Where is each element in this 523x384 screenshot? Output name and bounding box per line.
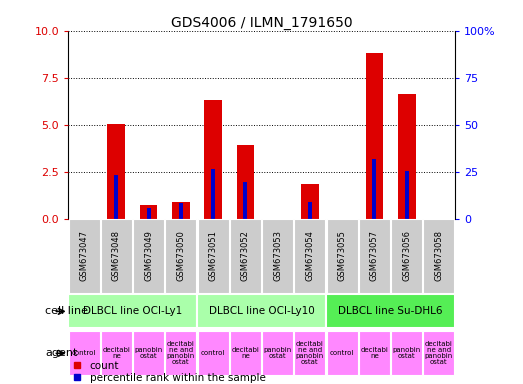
FancyBboxPatch shape <box>424 219 454 293</box>
FancyBboxPatch shape <box>359 331 390 376</box>
Text: GSM673051: GSM673051 <box>209 230 218 281</box>
Legend: count, percentile rank within the sample: count, percentile rank within the sample <box>73 361 266 383</box>
Bar <box>211 169 215 219</box>
FancyBboxPatch shape <box>68 295 197 328</box>
FancyBboxPatch shape <box>391 219 422 293</box>
FancyBboxPatch shape <box>198 331 229 376</box>
Text: control: control <box>72 350 96 356</box>
Bar <box>172 202 190 219</box>
Text: DLBCL line Su-DHL6: DLBCL line Su-DHL6 <box>338 306 443 316</box>
FancyBboxPatch shape <box>359 219 390 293</box>
Bar <box>115 175 118 219</box>
FancyBboxPatch shape <box>69 331 99 376</box>
Text: panobin
ostat: panobin ostat <box>134 347 163 359</box>
Text: decitabi
ne and
panobin
ostat: decitabi ne and panobin ostat <box>425 341 453 365</box>
FancyBboxPatch shape <box>326 295 455 328</box>
Text: GSM673058: GSM673058 <box>435 230 444 281</box>
Bar <box>243 182 247 219</box>
Text: decitabi
ne: decitabi ne <box>103 347 130 359</box>
Text: panobin
ostat: panobin ostat <box>392 347 421 359</box>
Text: agent: agent <box>46 348 78 358</box>
FancyBboxPatch shape <box>230 331 261 376</box>
FancyBboxPatch shape <box>69 219 99 293</box>
Text: GSM673047: GSM673047 <box>79 230 88 281</box>
Text: decitabi
ne and
panobin
ostat: decitabi ne and panobin ostat <box>167 341 195 365</box>
FancyBboxPatch shape <box>133 331 164 376</box>
FancyBboxPatch shape <box>133 219 164 293</box>
Bar <box>140 205 157 219</box>
FancyBboxPatch shape <box>197 295 326 328</box>
FancyBboxPatch shape <box>424 331 454 376</box>
Text: GSM673055: GSM673055 <box>338 230 347 281</box>
Text: GSM673048: GSM673048 <box>112 230 121 281</box>
Text: DLBCL line OCI-Ly10: DLBCL line OCI-Ly10 <box>209 306 314 316</box>
Bar <box>308 202 312 219</box>
Text: GSM673049: GSM673049 <box>144 230 153 281</box>
Bar <box>405 171 408 219</box>
Bar <box>108 124 125 219</box>
FancyBboxPatch shape <box>327 219 358 293</box>
Text: panobin
ostat: panobin ostat <box>264 347 292 359</box>
Text: DLBCL line OCI-Ly1: DLBCL line OCI-Ly1 <box>83 306 182 316</box>
Text: GSM673052: GSM673052 <box>241 230 250 281</box>
FancyBboxPatch shape <box>327 331 358 376</box>
Text: cell line: cell line <box>46 306 88 316</box>
Bar <box>204 99 222 219</box>
Text: control: control <box>201 350 225 356</box>
Bar <box>179 203 183 219</box>
Bar <box>398 94 415 219</box>
FancyBboxPatch shape <box>294 219 325 293</box>
Bar <box>236 145 254 219</box>
FancyBboxPatch shape <box>165 331 196 376</box>
FancyBboxPatch shape <box>101 331 132 376</box>
Text: GSM673057: GSM673057 <box>370 230 379 281</box>
Text: decitabi
ne: decitabi ne <box>232 347 259 359</box>
Bar <box>301 184 319 219</box>
Bar <box>372 159 377 219</box>
Text: decitabi
ne: decitabi ne <box>360 347 388 359</box>
FancyBboxPatch shape <box>391 331 422 376</box>
FancyBboxPatch shape <box>165 219 196 293</box>
FancyBboxPatch shape <box>198 219 229 293</box>
FancyBboxPatch shape <box>101 219 132 293</box>
Text: control: control <box>330 350 354 356</box>
Title: GDS4006 / ILMN_1791650: GDS4006 / ILMN_1791650 <box>170 16 353 30</box>
Bar <box>146 208 151 219</box>
FancyBboxPatch shape <box>262 219 293 293</box>
FancyBboxPatch shape <box>262 331 293 376</box>
FancyBboxPatch shape <box>230 219 261 293</box>
FancyBboxPatch shape <box>294 331 325 376</box>
Text: GSM673053: GSM673053 <box>273 230 282 281</box>
Text: GSM673056: GSM673056 <box>402 230 411 281</box>
Text: decitabi
ne and
panobin
ostat: decitabi ne and panobin ostat <box>295 341 324 365</box>
Text: GSM673050: GSM673050 <box>176 230 185 281</box>
Bar <box>366 53 383 219</box>
Text: GSM673054: GSM673054 <box>305 230 314 281</box>
